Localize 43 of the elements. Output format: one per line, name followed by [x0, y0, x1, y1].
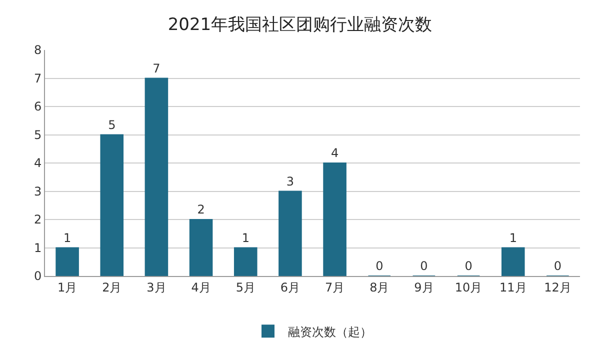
bar	[56, 247, 79, 276]
bar	[278, 190, 302, 276]
y-tick-label: 1	[34, 240, 42, 255]
x-tick-label: 3月	[146, 280, 166, 294]
y-tick-label: 8	[34, 43, 42, 58]
data-label: 0	[420, 259, 428, 273]
bar	[323, 162, 346, 276]
x-tick-label: 7月	[324, 280, 345, 294]
x-tick-label: 1月	[57, 280, 78, 294]
data-label: 0	[554, 259, 562, 273]
x-tick-label: 11月	[499, 280, 527, 294]
y-tick-label: 6	[34, 100, 42, 114]
bar	[501, 247, 525, 276]
y-tick-label: 0	[34, 269, 42, 284]
chart-title: 2021年我国社区团购行业融资次数	[168, 14, 432, 35]
y-tick-label: 4	[34, 156, 42, 170]
data-label: 1	[509, 230, 517, 245]
x-tick-label: 6月	[280, 280, 300, 294]
x-tick-label: 4月	[191, 280, 211, 294]
x-tick-label: 8月	[370, 280, 390, 294]
data-label: 0	[464, 259, 472, 273]
data-label: 1	[63, 230, 72, 245]
bar	[189, 219, 213, 276]
x-tick-label: 5月	[236, 280, 256, 294]
x-tick-label: 10月	[454, 280, 482, 294]
legend-label: 融资次数（起）	[288, 324, 372, 339]
data-label: 1	[242, 230, 250, 245]
y-tick-label: 2	[34, 212, 42, 227]
data-label: 4	[330, 146, 339, 160]
data-label: 7	[152, 61, 160, 76]
y-tick-label: 3	[34, 184, 42, 198]
x-tick-label: 2月	[102, 280, 122, 294]
data-label: 0	[376, 259, 384, 273]
y-tick-label: 5	[34, 128, 42, 142]
x-tick-label: 9月	[414, 280, 434, 294]
bar	[234, 247, 258, 276]
data-label: 5	[108, 118, 116, 132]
data-label: 2	[197, 202, 205, 216]
bar	[144, 78, 168, 276]
x-tick-label: 12月	[544, 280, 572, 294]
y-tick-label: 7	[34, 71, 42, 86]
data-label: 3	[286, 174, 294, 188]
bar	[100, 134, 124, 276]
